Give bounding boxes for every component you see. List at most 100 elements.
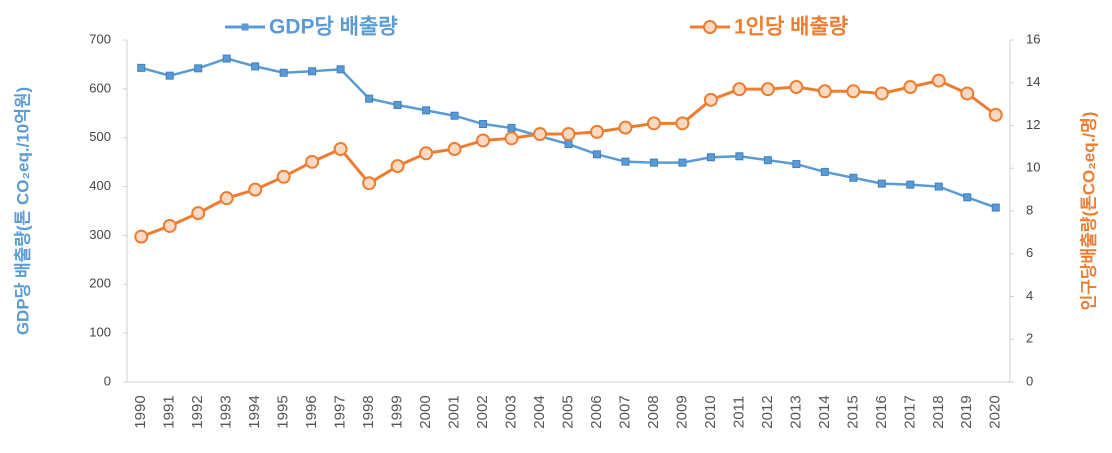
y2-tick-label: 2	[1026, 331, 1033, 346]
x-tick-label: 2003	[503, 395, 520, 428]
point	[960, 86, 975, 101]
x-tick-label: 2013	[787, 395, 804, 428]
point	[308, 67, 317, 76]
point	[191, 206, 206, 221]
point	[222, 54, 231, 63]
point	[789, 80, 804, 95]
point	[504, 131, 519, 146]
y-tick-label: 500	[89, 129, 111, 144]
x-tick-label: 2019	[958, 395, 975, 428]
point	[507, 123, 516, 132]
point	[419, 146, 434, 161]
point	[162, 218, 177, 233]
x-tick-label: 2010	[702, 395, 719, 428]
point	[134, 229, 149, 244]
x-tick-label: 2018	[930, 395, 947, 428]
x-tick-label: 1994	[246, 395, 263, 428]
y2-tick-label: 6	[1026, 245, 1033, 260]
y-tick-label: 100	[89, 325, 111, 340]
y-tick-label: 0	[104, 373, 111, 388]
x-tick-label: 1998	[360, 395, 377, 428]
x-tick-label: 2012	[759, 395, 776, 428]
x-tick-label: 2020	[987, 395, 1004, 428]
x-tick-label: 2002	[474, 395, 491, 428]
x-tick-label: 1990	[132, 395, 149, 428]
point	[450, 111, 459, 120]
y-tick-label: 400	[89, 178, 111, 193]
point	[649, 158, 658, 167]
point	[732, 82, 747, 97]
legend-label: 1인당 배출량	[734, 16, 848, 39]
x-tick-label: 2011	[730, 396, 747, 428]
x-tick-label: 2005	[559, 395, 576, 428]
point	[849, 173, 858, 182]
point	[646, 116, 661, 131]
point	[934, 182, 943, 191]
x-tick-label: 1995	[275, 395, 292, 428]
point	[877, 179, 886, 188]
y2-tick-label: 10	[1026, 160, 1040, 175]
x-tick-label: 1992	[189, 395, 206, 428]
x-tick-label: 2007	[616, 395, 633, 428]
point	[333, 142, 348, 157]
y2-tick-label: 12	[1026, 117, 1040, 132]
point	[447, 142, 462, 157]
legend-label: GDP당 배출량	[269, 16, 398, 39]
x-tick-label: 1993	[218, 395, 235, 428]
y2-tick-label: 14	[1026, 74, 1040, 89]
point	[991, 203, 1000, 212]
legend-marker	[241, 23, 249, 31]
point	[763, 156, 772, 165]
point	[678, 158, 687, 167]
x-tick-label: 2008	[645, 395, 662, 428]
point	[792, 160, 801, 169]
point	[251, 62, 260, 71]
point	[846, 84, 861, 99]
x-tick-label: 1999	[389, 395, 406, 428]
y2-axis-label: 인구당배출량(톤CO₂eq./명)	[1079, 112, 1098, 311]
point	[194, 64, 203, 73]
x-tick-label: 2014	[816, 395, 833, 428]
y-tick-label: 200	[89, 276, 111, 291]
point	[874, 86, 889, 101]
point	[621, 157, 630, 166]
x-tick-label: 2009	[673, 395, 690, 428]
point	[422, 106, 431, 115]
point	[817, 84, 832, 99]
x-tick-label: 2016	[873, 395, 890, 428]
point	[675, 116, 690, 131]
legend-marker	[703, 20, 717, 34]
point	[248, 182, 263, 197]
point	[561, 127, 576, 142]
series-line	[140, 79, 997, 239]
point	[760, 82, 775, 97]
point	[393, 100, 402, 109]
point	[165, 71, 174, 80]
y2-tick-label: 8	[1026, 202, 1033, 217]
point	[618, 120, 633, 135]
point	[390, 159, 405, 174]
point	[589, 124, 604, 139]
x-tick-label: 1996	[303, 395, 320, 428]
point	[592, 150, 601, 159]
y-axis-label: GDP당 배출량(톤 CO₂eq./10억원)	[13, 87, 32, 335]
point	[219, 191, 234, 206]
point	[137, 63, 146, 72]
point	[276, 169, 291, 184]
x-tick-label: 2006	[588, 395, 605, 428]
point	[906, 180, 915, 189]
point	[479, 120, 488, 129]
point	[703, 92, 718, 107]
x-tick-label: 2015	[844, 395, 861, 428]
x-tick-label: 2004	[531, 395, 548, 428]
point	[336, 65, 345, 74]
point	[362, 176, 377, 191]
x-tick-label: 2001	[446, 395, 463, 428]
y-tick-label: 600	[89, 80, 111, 95]
point	[706, 153, 715, 162]
point	[279, 68, 288, 77]
point	[533, 127, 548, 142]
x-tick-label: 1991	[161, 395, 178, 428]
point	[988, 107, 1003, 122]
point	[963, 193, 972, 202]
